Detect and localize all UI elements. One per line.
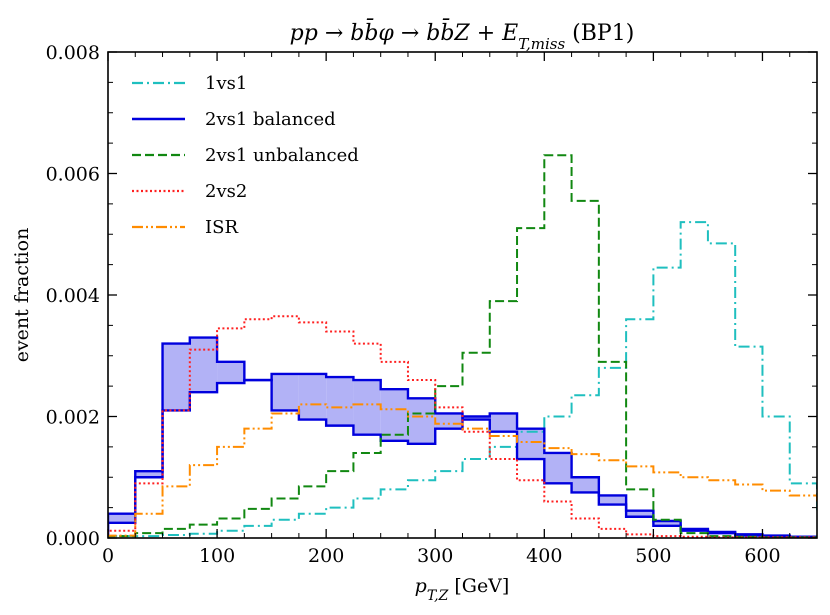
band-bin-3 — [189, 337, 218, 393]
band-bin-14 — [489, 413, 518, 432]
series-line-1vs1 — [108, 221, 817, 538]
x-axis-label-subscript: T,Z — [427, 588, 449, 604]
uncertainty-bands — [108, 337, 830, 538]
band-bin-17 — [571, 477, 599, 493]
y-tick-label-3: 0.006 — [46, 164, 100, 186]
x-axis-label: pT,Z [GeV] — [415, 575, 510, 604]
band-bin-6 — [271, 373, 299, 411]
band-bin-4 — [217, 361, 245, 384]
y-tick-label-0: 0.000 — [46, 528, 100, 550]
legend: 1vs1 2vs1 balanced 2vs1 unbalanced 2vs2 ISR — [132, 73, 359, 238]
series-line-ISR — [108, 403, 817, 538]
x-axis-label-symbol: p — [415, 575, 427, 597]
x-tick-label-4: 400 — [526, 545, 562, 567]
series-line-2vs1-balanced — [108, 336, 817, 538]
y-tick-label-1: 0.002 — [46, 407, 100, 429]
y-tick-label-4: 0.008 — [46, 42, 100, 64]
band-bin-7 — [298, 373, 327, 420]
series-lines — [108, 154, 817, 538]
band-bin-1 — [135, 471, 163, 478]
chart-title-process: pp → bb̄φ → bb̄Z + E — [290, 18, 519, 46]
band-bin-13 — [462, 416, 490, 420]
legend-label-2vs1-balanced: 2vs1 balanced — [205, 109, 336, 130]
y-axis-label: event fraction — [11, 228, 33, 363]
x-tick-label-3: 300 — [417, 545, 453, 567]
band-bin-2 — [162, 343, 190, 411]
band-bin-20 — [653, 520, 681, 526]
legend-label-2vs1-unbalanced: 2vs1 unbalanced — [205, 145, 359, 166]
series-line-2vs1-unbalanced — [108, 154, 817, 538]
x-tick-label-2: 200 — [308, 545, 344, 567]
band-bin-18 — [598, 495, 627, 505]
legend-label-1vs1: 1vs1 — [205, 73, 247, 94]
legend-label-2vs2: 2vs2 — [205, 181, 247, 202]
x-tick-label-1: 100 — [199, 545, 235, 567]
series-line-2vs2 — [108, 315, 817, 538]
band-bin-10 — [380, 389, 408, 441]
x-tick-label-0: 0 — [102, 545, 114, 567]
y-tick-label-2: 0.004 — [46, 285, 100, 307]
band-bin-0 — [108, 513, 136, 523]
band-bin-19 — [626, 510, 654, 517]
x-tick-label-6: 600 — [744, 545, 780, 567]
chart-title-suffix: (BP1) — [565, 21, 634, 46]
band-bin-16 — [544, 452, 572, 484]
chart-title-subscript: T,miss — [518, 35, 565, 53]
x-axis-label-unit: [GeV] — [448, 575, 509, 597]
band-bin-11 — [407, 398, 436, 444]
axis-ticks: 0 100 200 300 400 500 600 0.000 0.002 0.004 0.006 0… — [46, 42, 818, 567]
legend-label-ISR: ISR — [205, 217, 238, 238]
band-bin-12 — [435, 413, 463, 429]
band-bin-8 — [326, 377, 354, 426]
band-bin-9 — [353, 380, 381, 435]
chart-title: pp → bb̄φ → bb̄Z + ET,miss (BP1) — [290, 18, 635, 53]
band-bin-15 — [517, 428, 545, 460]
x-tick-label-5: 500 — [635, 545, 671, 567]
band-bin-26 — [817, 537, 830, 538]
